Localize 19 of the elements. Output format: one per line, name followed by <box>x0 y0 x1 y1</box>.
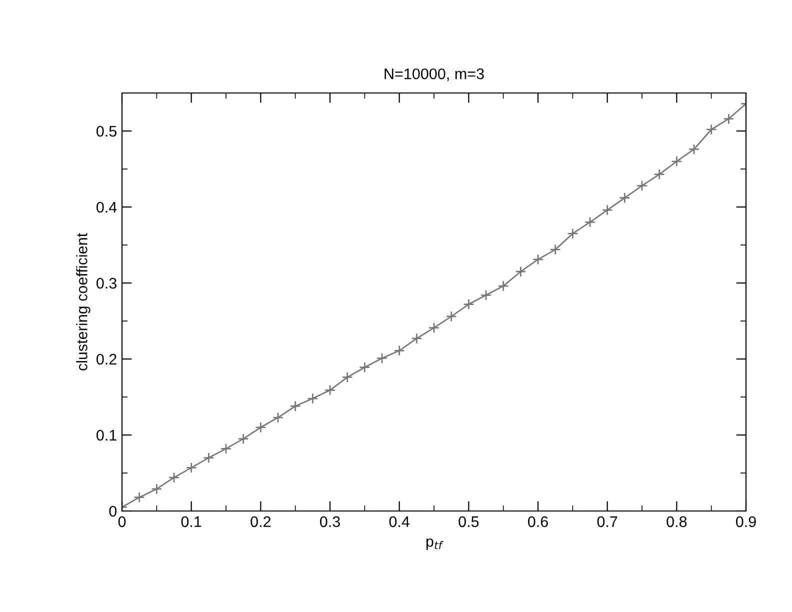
x-tick-label: 0.6 <box>528 516 548 528</box>
y-tick-label: 0 <box>109 506 117 517</box>
x-tick-label: 0.3 <box>320 516 340 528</box>
y-tick-label: 0.4 <box>96 202 117 213</box>
x-tick-label: 0.4 <box>389 516 410 528</box>
x-tick-label: 0.5 <box>458 516 479 528</box>
chart-title: N=10000, m=3 <box>384 68 484 82</box>
x-tick-label: 0.7 <box>597 516 618 528</box>
y-tick-label: 0.2 <box>96 354 116 365</box>
x-tick-label: 0 <box>118 516 126 528</box>
x-tick-label: 0.8 <box>666 516 687 528</box>
x-tick-label: 0.1 <box>181 516 202 528</box>
y-tick-label: 0.1 <box>96 430 116 441</box>
x-tick-label: 0.9 <box>736 516 756 528</box>
y-tick-label: 0.5 <box>96 126 116 137</box>
x-axis-title: p$_{tf}$ <box>426 538 444 550</box>
y-tick-label: 0.3 <box>96 278 116 289</box>
x-tick-label: 0.2 <box>250 516 271 528</box>
y-axis-title: clustering coefficient <box>76 233 90 370</box>
